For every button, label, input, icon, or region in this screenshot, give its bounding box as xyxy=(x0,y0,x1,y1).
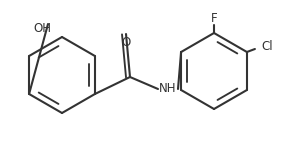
Text: NH: NH xyxy=(159,82,177,96)
Text: OH: OH xyxy=(33,22,51,35)
Text: O: O xyxy=(121,35,131,49)
Text: Cl: Cl xyxy=(261,40,273,52)
Text: F: F xyxy=(211,11,217,25)
